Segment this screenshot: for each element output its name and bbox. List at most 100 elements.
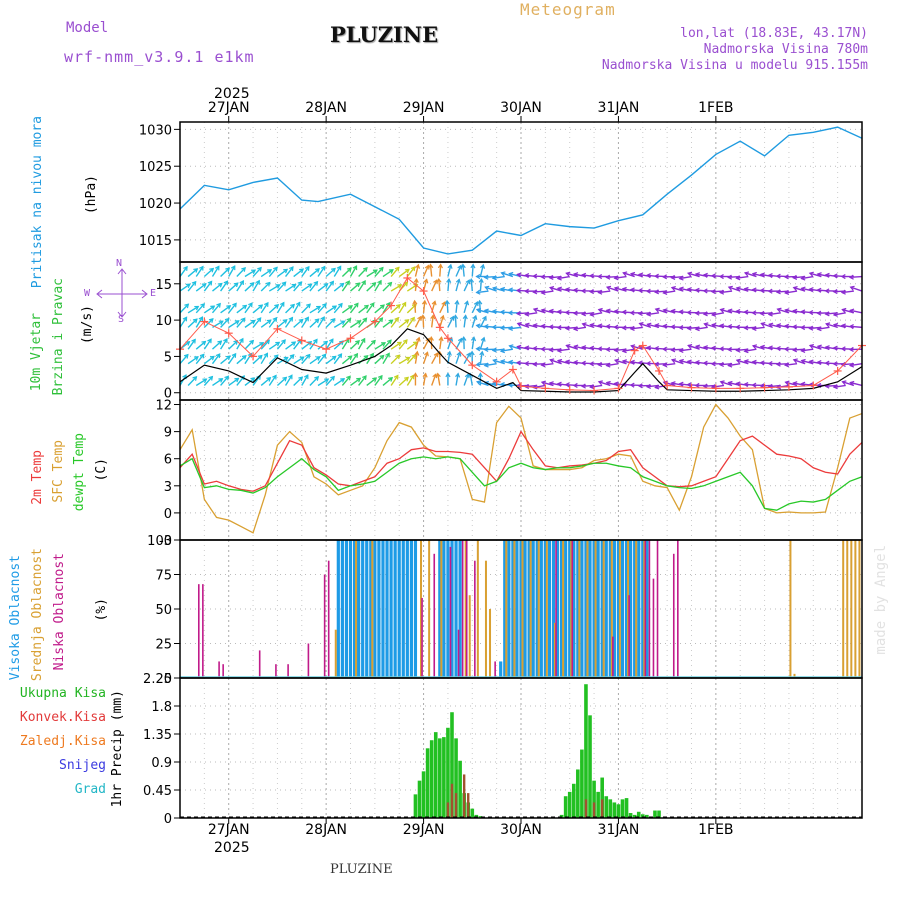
wind-arrowhead xyxy=(816,272,822,278)
wind-arrowhead xyxy=(686,309,692,316)
wind-arrowhead xyxy=(465,279,471,285)
wind-arrowhead xyxy=(464,300,470,306)
wind-arrow xyxy=(785,290,798,294)
precip-total-bar xyxy=(442,737,446,818)
cloud-high-bar xyxy=(389,540,393,678)
wind-arrowhead xyxy=(532,323,538,329)
wind-arrowhead xyxy=(249,282,255,287)
cloud-low-bar xyxy=(628,595,630,678)
wind-arrowhead xyxy=(430,314,436,320)
station-title: PLUZINE xyxy=(330,22,439,47)
wind-arrow xyxy=(268,284,280,292)
wind-arrow xyxy=(801,348,814,352)
cloud-mid-bar xyxy=(850,540,853,678)
wind-arrowhead xyxy=(645,345,652,351)
cloud-low-bar xyxy=(307,643,310,678)
wind-arrowhead xyxy=(645,311,652,317)
wind-arrowhead xyxy=(654,289,660,295)
cloud-mid-bar xyxy=(789,540,792,678)
wind-arrow xyxy=(850,309,863,314)
wind-arrow xyxy=(325,281,334,292)
cloud-high-bar xyxy=(624,540,629,678)
cloud-low-bar xyxy=(612,636,614,678)
wind-arrowhead xyxy=(767,360,773,367)
wind-arrow xyxy=(244,340,254,350)
precip-ytick-label: 0 xyxy=(164,812,172,827)
wind-arrowhead xyxy=(556,309,562,315)
wind-arrow xyxy=(285,341,296,350)
wind-arrowhead xyxy=(646,322,652,328)
wind-arrowhead xyxy=(516,272,522,278)
wind-arrowhead xyxy=(572,382,578,389)
wind-arrowhead xyxy=(524,273,530,279)
cloud-mid-bar xyxy=(793,673,796,678)
wind-arrowhead xyxy=(548,308,554,314)
precip-total-bar xyxy=(596,791,600,818)
wind-arrowhead xyxy=(784,380,790,386)
wind-arrow xyxy=(463,352,471,365)
wind-arrow xyxy=(228,265,236,277)
wind-arrowhead xyxy=(303,374,309,380)
wind-arrowhead xyxy=(565,343,571,349)
wind-arrowhead xyxy=(573,272,579,278)
wind-arrowhead xyxy=(428,263,434,269)
wind-arrowhead xyxy=(267,269,273,274)
wind-arrow xyxy=(252,267,262,277)
wind-arrow xyxy=(203,338,212,350)
wind-arrow xyxy=(350,377,361,387)
wind-arrowhead xyxy=(299,268,305,274)
wind-arrowhead xyxy=(759,288,765,294)
wind-arrow xyxy=(317,316,325,328)
wind-arrowhead xyxy=(217,340,223,346)
cloud-mid-bar xyxy=(371,540,374,678)
pressure-ytick-label: 1025 xyxy=(139,160,172,175)
wind-arrowhead xyxy=(613,381,619,387)
wind-arrowhead xyxy=(589,273,595,279)
wind-arrowhead xyxy=(323,283,329,288)
cloud-high-bar xyxy=(547,540,552,678)
wind-arrow xyxy=(414,351,419,364)
precip-total-bar xyxy=(571,783,576,818)
cloud-ytick-label: 75 xyxy=(155,569,172,584)
wind-arrow xyxy=(301,354,311,365)
wind-arrowhead xyxy=(735,286,741,292)
wind-arrowhead xyxy=(483,346,489,353)
wind-arrowhead xyxy=(462,314,468,320)
wind-arrowhead xyxy=(259,342,265,347)
wind-arrowhead xyxy=(760,322,766,327)
wind-arrowhead xyxy=(441,301,447,307)
wind-arrowhead xyxy=(283,268,289,274)
precip-convective-bar xyxy=(462,774,466,818)
wind-arrow xyxy=(236,317,246,328)
wind-arrowhead xyxy=(345,280,350,286)
precip-total-bar xyxy=(636,811,641,818)
wind-ytick-label: 0 xyxy=(164,387,172,402)
cloud-high-bar xyxy=(413,540,418,678)
wind-arrow xyxy=(220,267,230,278)
wind-arrowhead xyxy=(556,358,563,364)
wind-arrowhead xyxy=(224,317,230,323)
wind-arrowhead xyxy=(556,324,562,331)
cloud-mid-bar xyxy=(440,540,443,678)
wind-arrowhead xyxy=(841,307,847,313)
wind-arrowhead xyxy=(454,299,460,305)
wind-arrow xyxy=(479,264,484,277)
wind-arrowhead xyxy=(824,311,830,317)
compass-arrows-icon xyxy=(96,268,148,318)
wind-arrowhead xyxy=(499,325,505,331)
wind-arrow xyxy=(268,341,280,350)
wind-arrowhead xyxy=(613,286,619,292)
wind-arrow xyxy=(195,353,205,365)
wind-arrow xyxy=(260,302,269,314)
wind-arrow xyxy=(333,353,343,365)
cloud-high-bar xyxy=(551,540,556,678)
wind-arrowhead xyxy=(727,362,733,368)
wind-arrow xyxy=(406,266,416,277)
wind-arrowhead xyxy=(727,324,733,330)
wind-arrow xyxy=(277,268,288,278)
wind-arrow xyxy=(284,317,294,328)
wind-arrowhead xyxy=(548,274,554,281)
wind-arrowhead xyxy=(433,279,438,285)
precip-total-bar xyxy=(450,712,454,818)
wind-arrowhead xyxy=(524,288,530,294)
